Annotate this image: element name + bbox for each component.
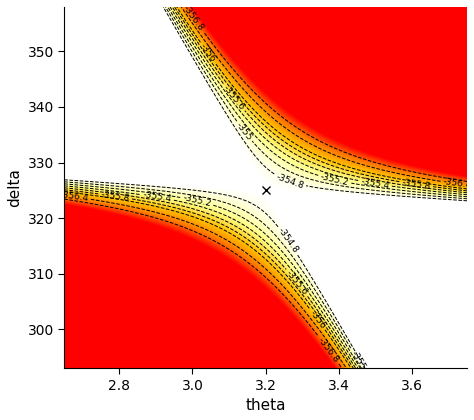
Text: -355.4: -355.4 (360, 177, 390, 190)
Text: -355.2: -355.2 (182, 193, 212, 209)
Text: -356: -356 (308, 309, 328, 331)
Text: -356.4: -356.4 (59, 190, 89, 203)
Text: -355: -355 (235, 121, 254, 142)
Y-axis label: delta: delta (7, 168, 22, 207)
Text: -355.6: -355.6 (284, 268, 310, 297)
Text: -355.2: -355.2 (319, 172, 350, 187)
Text: -355.6: -355.6 (221, 83, 246, 112)
Text: -355.4: -355.4 (142, 190, 172, 204)
Text: -356: -356 (198, 42, 217, 63)
Text: -356.8: -356.8 (316, 336, 341, 364)
Text: -355: -355 (349, 349, 367, 371)
Text: -354.8: -354.8 (274, 172, 305, 191)
Text: -356.4: -356.4 (442, 177, 473, 190)
X-axis label: theta: theta (246, 398, 286, 413)
Text: -356.8: -356.8 (181, 3, 206, 32)
Text: -355.8: -355.8 (100, 190, 130, 203)
Text: -355.8: -355.8 (401, 178, 431, 191)
Text: -354.8: -354.8 (276, 226, 300, 255)
